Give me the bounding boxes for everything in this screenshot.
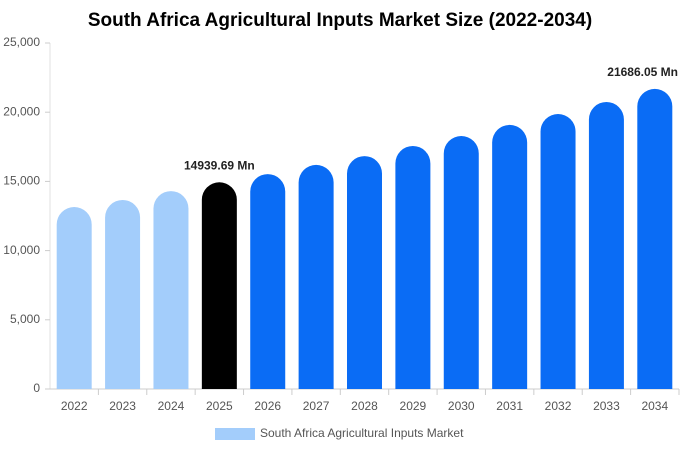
bar [347, 156, 382, 389]
chart-title: South Africa Agricultural Inputs Market … [88, 10, 592, 31]
bar [250, 174, 286, 389]
x-tick-label: 2033 [593, 399, 620, 413]
y-tick-label: 25,000 [3, 35, 40, 49]
bar [588, 101, 624, 389]
bar [153, 191, 189, 389]
bar [540, 113, 576, 389]
x-tick-label: 2034 [641, 399, 668, 413]
x-tick-label: 2030 [448, 399, 475, 413]
bar [201, 182, 237, 389]
x-tick-label: 2026 [254, 399, 281, 413]
x-tick-label: 2029 [400, 399, 427, 413]
y-tick-label: 15,000 [3, 174, 40, 188]
y-tick-label: 5,000 [10, 312, 40, 326]
bar [56, 207, 92, 389]
bar [395, 145, 431, 389]
x-tick-label: 2028 [351, 399, 378, 413]
bar [105, 199, 141, 389]
x-tick-label: 2024 [158, 399, 185, 413]
bar [637, 88, 673, 390]
x-tick-label: 2022 [61, 399, 88, 413]
value-label: 21686.05 Mn [607, 65, 678, 79]
y-tick-label: 0 [33, 381, 40, 395]
value-label: 14939.69 Mn [184, 158, 255, 172]
bar [443, 136, 479, 389]
bar [492, 124, 528, 389]
y-tick-label: 10,000 [3, 243, 40, 257]
x-tick-label: 2023 [109, 399, 136, 413]
x-tick-label: 2031 [496, 399, 523, 413]
legend-swatch [215, 428, 255, 440]
x-tick-label: 2027 [303, 399, 330, 413]
legend-label: South Africa Agricultural Inputs Market [260, 426, 464, 440]
y-tick-label: 20,000 [3, 104, 40, 118]
x-tick-label: 2032 [545, 399, 572, 413]
bar [298, 164, 334, 389]
x-tick-label: 2025 [206, 399, 233, 413]
